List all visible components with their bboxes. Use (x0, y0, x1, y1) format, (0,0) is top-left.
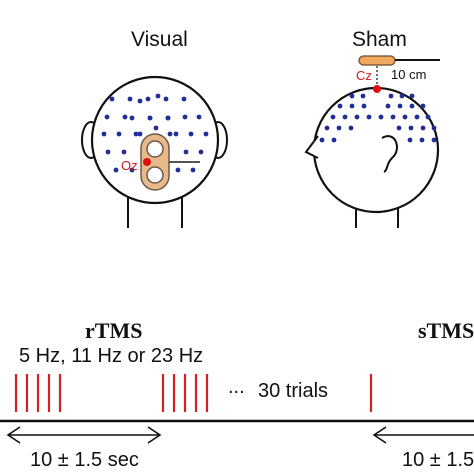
ellipsis: ... (228, 376, 245, 398)
electrode-dot (129, 167, 135, 173)
electrode-dot (163, 96, 169, 102)
pulse-trains (14, 374, 373, 412)
trials-label: 30 trials (258, 380, 329, 402)
visual-coil (140, 133, 200, 191)
electrode-dot (337, 103, 343, 109)
electrode-dot (414, 114, 420, 120)
cz-label: Cz (356, 68, 372, 83)
electrode-dot (129, 115, 135, 121)
sham-title: Sham (352, 28, 407, 51)
electrode-dot (330, 114, 336, 120)
electrode-dot (409, 103, 415, 109)
electrode-dot (188, 131, 194, 137)
electrode-dot (366, 114, 372, 120)
electrode-dot (127, 96, 133, 102)
electrode-dot (165, 115, 171, 121)
electrode-dot (137, 98, 143, 104)
electrode-dot (348, 125, 354, 131)
electrode-dot (203, 131, 209, 137)
electrode-dot (378, 114, 384, 120)
electrode-dot (319, 137, 325, 143)
sham-nose (304, 135, 319, 159)
electrode-dot (425, 114, 431, 120)
electrode-dot (420, 125, 426, 131)
sham-head-outline (312, 86, 440, 214)
electrode-dot (137, 131, 143, 137)
electrode-dot (349, 103, 355, 109)
electrode-dot (361, 103, 367, 109)
left-interval-arrow (6, 426, 162, 444)
electrode-dot (183, 149, 189, 155)
sham-electrodes (319, 93, 437, 143)
sham-coil (358, 55, 396, 66)
electrode-dot (190, 167, 196, 173)
visual-head (81, 75, 228, 228)
visual-electrodes (101, 93, 209, 173)
electrode-dot (360, 93, 366, 99)
electrode-dot (109, 96, 115, 102)
right-interval-arrow (372, 426, 474, 444)
electrode-dot (167, 131, 173, 137)
electrode-dot (336, 125, 342, 131)
electrode-dot (420, 103, 426, 109)
electrode-dot (354, 114, 360, 120)
electrode-dot (175, 167, 181, 173)
electrode-dot (105, 149, 111, 155)
electrode-dot (113, 167, 119, 173)
electrode-dot (385, 103, 391, 109)
electrode-dot (396, 125, 402, 131)
electrode-dot (419, 137, 425, 143)
electrode-dot (121, 149, 127, 155)
electrode-dot (388, 93, 394, 99)
electrode-dot (409, 93, 415, 99)
electrode-dot (331, 137, 337, 143)
electrode-dot (402, 114, 408, 120)
stms-label: sTMS (418, 318, 474, 343)
electrode-dot (349, 93, 355, 99)
electrode-dot (145, 96, 151, 102)
electrode-dot (153, 125, 159, 131)
left-interval-label: 10 ± 1.5 sec (30, 449, 139, 471)
electrode-dot (407, 137, 413, 143)
electrode-dot (122, 114, 128, 120)
cz-electrode (373, 85, 381, 93)
visual-title: Visual (131, 28, 188, 51)
electrode-dot (147, 115, 153, 121)
electrode-dot (431, 137, 437, 143)
neck (127, 197, 183, 228)
electrode-dot (104, 114, 110, 120)
sham-head (304, 55, 440, 228)
electrode-dot (198, 149, 204, 155)
rtms-label: rTMS (85, 318, 143, 343)
electrode-dot (390, 114, 396, 120)
electrode-dot (397, 103, 403, 109)
oz-electrode (143, 158, 151, 166)
electrode-dot (342, 114, 348, 120)
rtms-frequencies: 5 Hz, 11 Hz or 23 Hz (19, 345, 204, 367)
electrode-dot (324, 125, 330, 131)
electrode-dot (116, 131, 122, 137)
electrode-dot (173, 131, 179, 137)
right-interval-label: 10 ± 1.5 (402, 449, 474, 471)
electrode-dot (182, 114, 188, 120)
electrode-dot (408, 125, 414, 131)
distance-label: 10 cm (391, 67, 427, 82)
sham-ear (381, 135, 398, 173)
electrode-dot (196, 114, 202, 120)
oz-label: Oz (121, 158, 138, 173)
timeline (0, 374, 474, 444)
electrode-dot (133, 131, 139, 137)
electrode-dot (399, 93, 405, 99)
electrode-dot (181, 96, 187, 102)
electrode-dot (101, 131, 107, 137)
electrode-dot (431, 125, 437, 131)
sham-neck (355, 208, 399, 228)
electrode-dot (155, 93, 161, 99)
